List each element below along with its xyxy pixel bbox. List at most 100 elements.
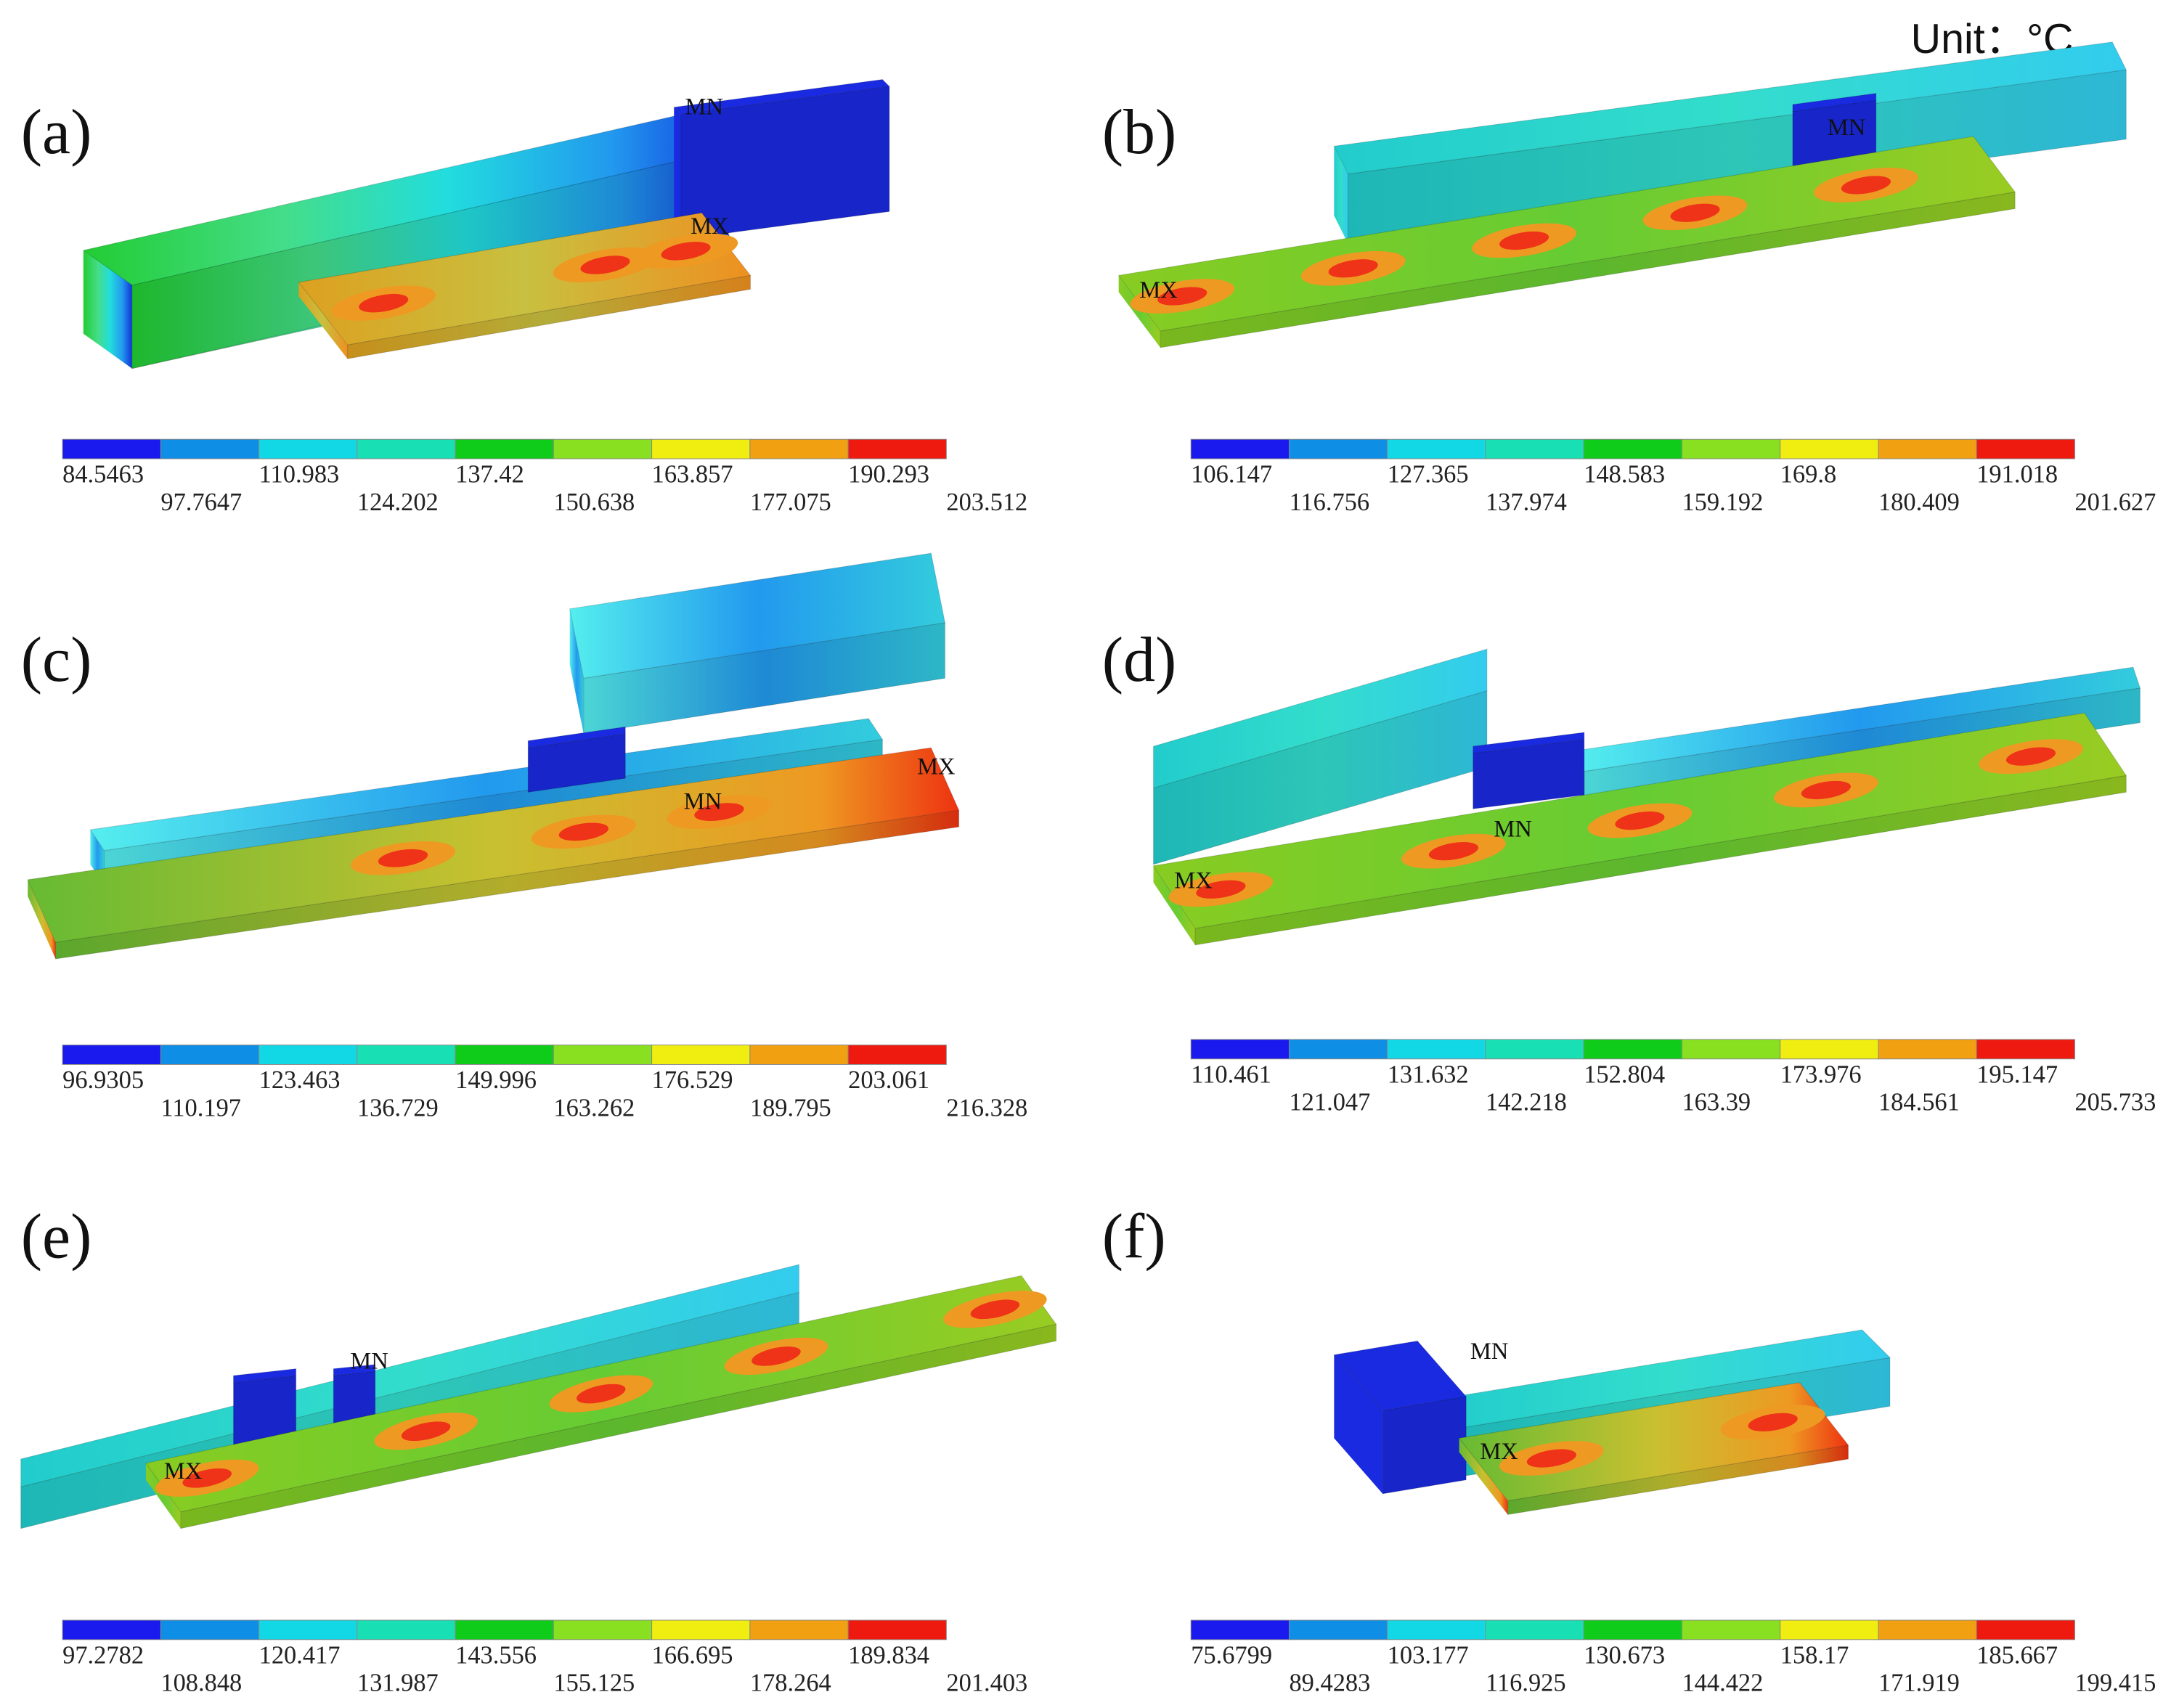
hot-spot [1841,176,1891,195]
model-shade [680,86,889,240]
colorbar-label: 191.018 [1976,461,2058,489]
max-marker: MX [1174,867,1212,894]
min-marker: MN [685,94,723,120]
colorbar-label: 116.925 [1486,1670,1566,1697]
hot-spot [1615,811,1665,830]
colorbar-label: 108.848 [160,1670,242,1697]
colorbar-label: 201.627 [2074,489,2156,516]
hot-spot [401,1421,451,1442]
colorbar-label: 169.8 [1780,461,1836,489]
colorbar-label: 176.529 [652,1066,733,1094]
colorbar-label: 116.756 [1289,489,1369,516]
colorbar-band [1681,1039,1781,1060]
colorbar-label: 155.125 [553,1670,635,1697]
hot-spot [1499,231,1549,250]
colorbar-band [1583,438,1682,459]
colorbar-label: 97.7647 [160,489,242,516]
colorbar-band [1583,1039,1682,1060]
max-marker: MX [691,213,728,240]
model-shade [1194,775,2127,945]
min-marker: MN [1828,115,1865,141]
model-end-face [28,879,56,959]
colorbar-band [160,1045,260,1065]
colorbar-label: 163.39 [1682,1089,1751,1116]
colorbar-band [1976,1039,2075,1060]
colorbar-band [455,1619,554,1640]
hot-spot [1196,880,1246,899]
colorbar-label: 184.561 [1878,1089,1960,1116]
colorbar-label: 123.463 [259,1066,341,1094]
colorbar-label: 89.4283 [1289,1670,1370,1697]
colorbar-label: 158.17 [1780,1641,1849,1669]
colorbar-label: 190.293 [848,461,929,489]
model-top-face [20,1264,800,1488]
colorbar-label: 97.2782 [62,1641,144,1669]
model-top-face [673,78,891,115]
colorbar-label: 127.365 [1388,461,1469,489]
min-marker: MN [350,1349,388,1375]
colorbar-band [651,438,751,459]
model-shade [1792,100,1876,174]
hot-spot [1328,259,1378,278]
colorbar-label: 199.415 [2074,1670,2156,1697]
model-top-face [1473,732,1585,754]
colorbar-label: 205.733 [2074,1089,2156,1116]
colorbar-label: 137.974 [1486,489,1567,516]
colorbar-band [1288,1039,1388,1060]
colorbar-band [749,438,849,459]
hot-spot [1526,1449,1576,1468]
model-shade [131,146,744,369]
colorbar-label: 106.147 [1191,461,1272,489]
colorbar-band [1485,1039,1584,1060]
model-shade [528,733,626,793]
colorbar-label: 203.512 [946,489,1027,516]
model-end-face [145,1463,181,1529]
colorbar-label: 216.328 [946,1094,1027,1121]
colorbar-band [1288,438,1388,459]
colorbar-label: 171.919 [1878,1670,1960,1697]
hot-spot [1670,203,1720,222]
colorbar-band [553,1045,653,1065]
colorbar-band [1976,1619,2075,1640]
colorbar-label: 201.403 [946,1670,1027,1697]
min-marker: MN [1470,1339,1508,1365]
colorbar-band [455,1045,554,1065]
colorbar-label: 143.556 [455,1641,537,1669]
colorbar-band [1878,1039,1977,1060]
max-marker: MX [1139,277,1177,303]
model-top-face [298,212,752,346]
model-end-face [674,107,681,240]
colorbar-label: 144.422 [1682,1670,1763,1697]
model-shade [1153,690,1487,865]
colorbar-band [1681,1619,1781,1640]
model-end-face [569,608,584,734]
colorbar-label: 203.061 [848,1066,929,1094]
colorbar-band [847,438,947,459]
panel-label: (a) [21,97,92,168]
model-end-face [1334,146,1348,244]
colorbar-label: 185.667 [1976,1641,2058,1669]
model-shade [233,1376,296,1445]
model-end-face [1459,1438,1508,1515]
hot-spot [970,1299,1020,1320]
colorbar-label: 110.983 [259,461,340,489]
model-end-face [1118,275,1161,348]
min-marker: MN [1494,817,1531,843]
colorbar-label: 163.857 [652,461,733,489]
colorbar-label: 110.197 [160,1094,241,1121]
colorbar-label: 159.192 [1682,489,1763,516]
colorbar-band [847,1619,947,1640]
colorbar-label: 180.409 [1878,489,1960,516]
hot-spot [1428,842,1478,861]
colorbar-label: 163.262 [553,1094,635,1121]
colorbar-band [160,438,260,459]
colorbar-label: 173.976 [1780,1061,1862,1088]
colorbar-label: 75.6799 [1191,1641,1272,1669]
colorbar-band [62,1045,161,1065]
colorbar-band [1190,1039,1290,1060]
model-shade [1348,70,2127,244]
colorbar-label: 110.461 [1191,1061,1271,1088]
colorbar-band [1485,438,1584,459]
model-shade [347,275,751,359]
colorbar-label: 130.673 [1584,1641,1665,1669]
